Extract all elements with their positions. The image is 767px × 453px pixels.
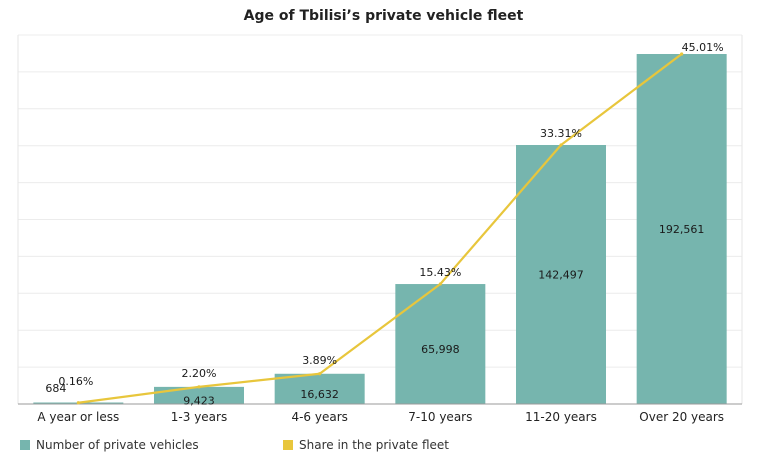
legend-label-share: Share in the private fleet — [299, 438, 449, 452]
bar — [154, 386, 244, 404]
legend-label-vehicles: Number of private vehicles — [36, 438, 199, 452]
share-point — [197, 385, 201, 389]
share-value-label: 0.16% — [58, 375, 93, 388]
x-tick-label: A year or less — [37, 410, 119, 424]
legend-item-vehicles: Number of private vehicles — [20, 438, 199, 452]
bar-value-label: 9,423 — [183, 394, 215, 407]
x-tick-label: 1-3 years — [171, 410, 227, 424]
share-value-label: 3.89% — [302, 354, 337, 367]
bar-value-label: 16,632 — [300, 388, 339, 401]
bar-value-label: 192,561 — [659, 223, 705, 236]
share-value-label: 45.01% — [682, 41, 724, 54]
share-value-label: 15.43% — [419, 266, 461, 279]
share-value-label: 33.31% — [540, 127, 582, 140]
x-tick-label: Over 20 years — [639, 410, 724, 424]
legend-swatch-share — [283, 440, 293, 450]
share-line — [78, 53, 683, 404]
bar-value-label: 65,998 — [421, 343, 460, 356]
chart-title: Age of Tbilisi’s private vehicle fleet — [243, 8, 524, 24]
share-point — [680, 52, 684, 56]
bar — [516, 144, 606, 404]
bar — [395, 284, 486, 404]
bar — [636, 54, 727, 404]
x-tick-label: 4-6 years — [291, 410, 347, 424]
bar-value-label: 684 — [45, 382, 66, 395]
x-tick-label: 11-20 years — [525, 410, 597, 424]
share-value-label: 2.20% — [182, 367, 217, 380]
share-point — [76, 401, 80, 405]
legend-swatch-vehicles — [20, 440, 30, 450]
share-point — [438, 282, 442, 286]
legend-item-share: Share in the private fleet — [283, 438, 449, 452]
share-point — [559, 143, 563, 147]
bar — [274, 373, 365, 404]
x-tick-label: 7-10 years — [408, 410, 472, 424]
bar-value-label: 142,497 — [538, 268, 584, 281]
share-point — [318, 372, 322, 376]
